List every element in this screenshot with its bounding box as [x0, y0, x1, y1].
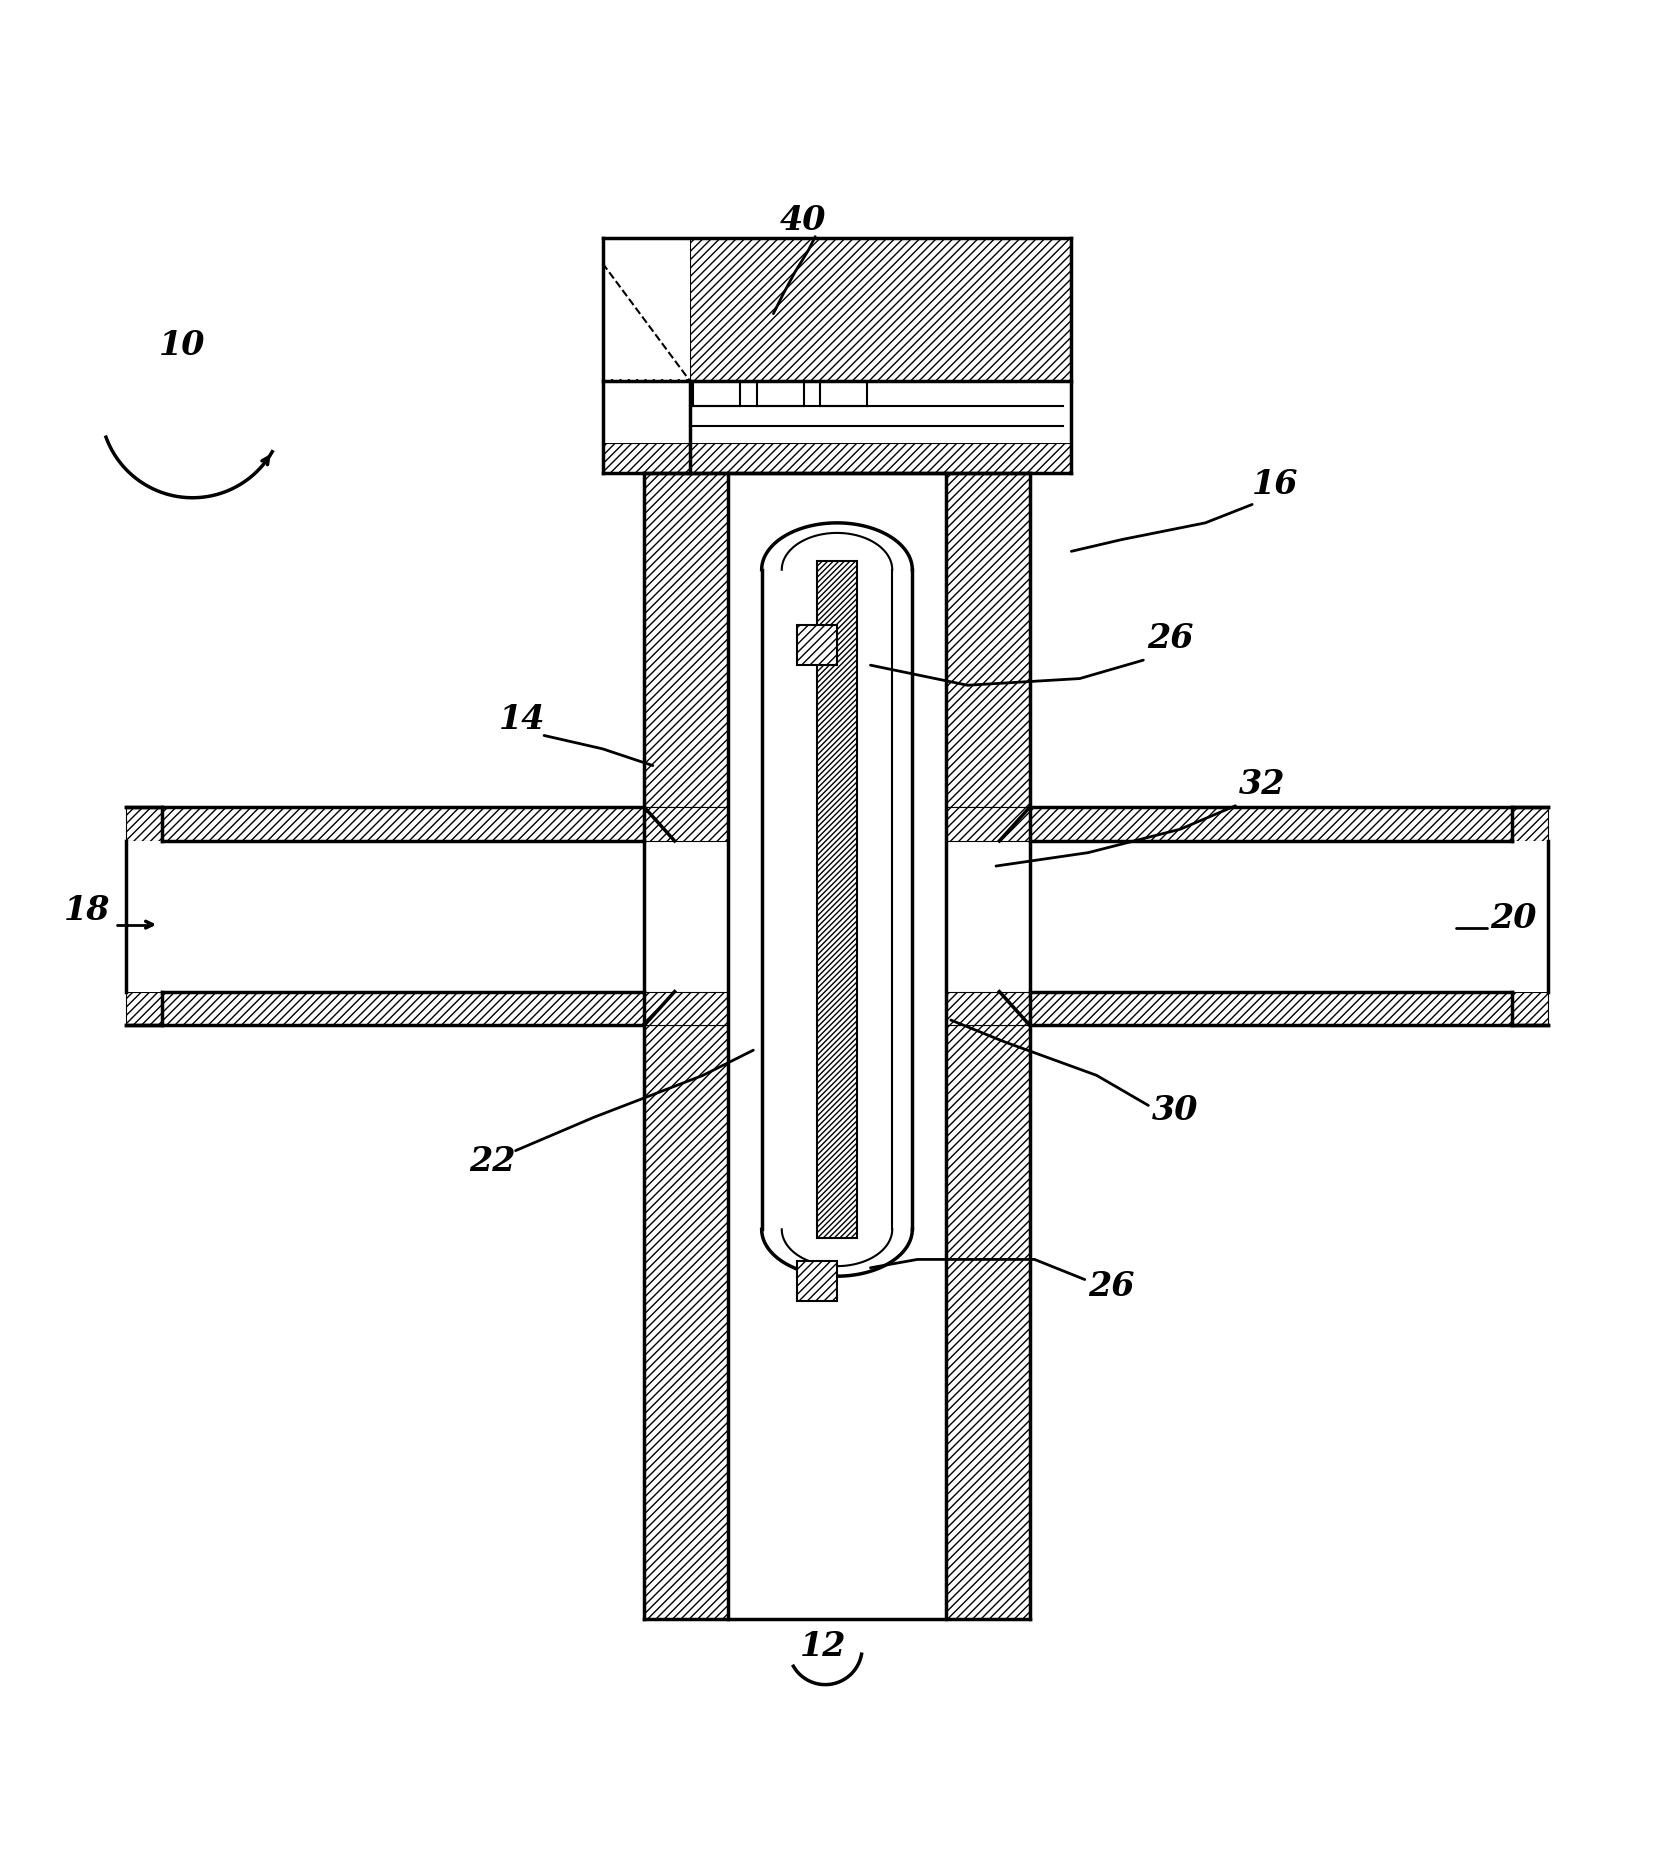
Bar — [945, 472, 1029, 808]
Bar — [125, 842, 644, 991]
Text: 16: 16 — [1251, 468, 1298, 502]
Bar — [644, 808, 728, 842]
Bar — [604, 241, 688, 379]
Text: 30: 30 — [1151, 1095, 1198, 1127]
Bar — [604, 381, 1069, 442]
Text: 26: 26 — [1087, 1271, 1134, 1302]
Text: 40: 40 — [780, 203, 826, 237]
Text: 26: 26 — [1146, 623, 1193, 655]
Bar — [753, 522, 920, 1276]
Bar — [644, 472, 728, 808]
Bar — [728, 1024, 945, 1620]
Bar — [728, 842, 945, 991]
Text: 22: 22 — [468, 1144, 515, 1177]
Bar — [602, 239, 689, 381]
Text: 12: 12 — [800, 1631, 847, 1663]
Bar — [602, 442, 1071, 472]
Bar — [816, 562, 857, 1237]
Bar — [796, 1261, 836, 1301]
Bar — [604, 241, 689, 379]
Bar — [644, 1024, 728, 1620]
Bar — [1029, 842, 1548, 991]
Bar — [1029, 808, 1548, 842]
Text: 14: 14 — [499, 703, 545, 735]
Bar — [945, 1024, 1029, 1620]
Bar — [125, 991, 644, 1024]
Text: 18: 18 — [64, 894, 110, 927]
Bar — [644, 991, 728, 1024]
Bar — [796, 625, 836, 664]
Text: 10: 10 — [159, 330, 206, 362]
Bar — [945, 808, 1029, 842]
Text: 20: 20 — [1489, 901, 1536, 935]
Text: 32: 32 — [1238, 769, 1285, 801]
Bar — [125, 808, 644, 842]
Bar — [945, 991, 1029, 1024]
Bar — [728, 472, 945, 808]
Bar — [1029, 991, 1548, 1024]
Bar — [602, 239, 1071, 381]
